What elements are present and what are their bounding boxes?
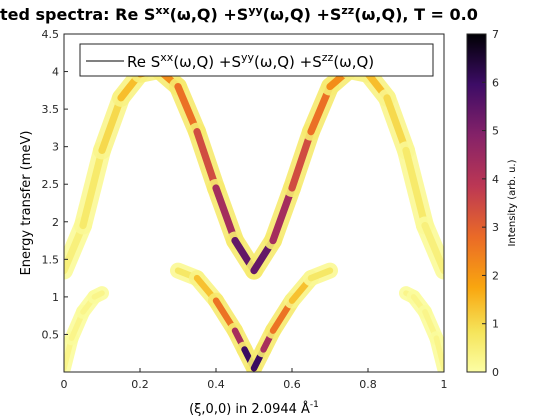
heatmap-core xyxy=(421,221,444,275)
x-tick-label: 0.8 xyxy=(359,378,377,391)
x-axis-label: (ξ,0,0) in 2.0944 Å-1 xyxy=(189,400,319,417)
colorbar-gradient xyxy=(466,33,487,373)
plot-frame xyxy=(63,33,445,373)
colorbar-tick-label: 4 xyxy=(492,173,499,186)
y-axis: 0.5 1 1.5 2 2.5 3 3.5 4 4.5 xyxy=(42,28,68,341)
heatmap-core xyxy=(193,128,220,192)
y-tick-label: 3 xyxy=(52,141,59,154)
heatmap-core xyxy=(91,290,105,300)
colorbar-tick-label: 1 xyxy=(492,318,499,331)
heatmap-core xyxy=(98,94,125,155)
y-tick-label: 2.5 xyxy=(42,178,60,191)
colorbar-tick-label: 0 xyxy=(492,366,499,379)
x-tick-label: 0.6 xyxy=(283,378,301,391)
legend: Re Sxx(ω,Q) +Syy(ω,Q) +Szz(ω,Q) xyxy=(79,43,434,77)
x-tick-label: 0.2 xyxy=(131,378,149,391)
colorbar-tick-label: 7 xyxy=(492,28,499,41)
colorbar-tick-label: 3 xyxy=(492,221,499,234)
heatmap-core xyxy=(383,94,410,155)
x-tick-label: 0.4 xyxy=(207,378,225,391)
heatmap-core xyxy=(307,267,334,282)
colorbar-tick-label: 5 xyxy=(492,125,499,138)
y-tick-label: 0.5 xyxy=(42,328,60,341)
colorbar-tick-label: 2 xyxy=(492,269,499,282)
y-tick-label: 3.5 xyxy=(42,103,60,116)
y-tick-label: 4 xyxy=(52,66,59,79)
y-tick-label: 1 xyxy=(52,291,59,304)
x-axis: 0 0.2 0.4 0.6 0.8 1 xyxy=(61,368,448,391)
heatmap-core xyxy=(79,146,106,230)
x-tick-label: 0 xyxy=(61,378,68,391)
colorbar-tick-label: 6 xyxy=(492,76,499,89)
heatmap-core xyxy=(212,184,239,245)
legend-box xyxy=(79,43,434,77)
heatmap-core xyxy=(288,128,315,192)
heatmap-core xyxy=(433,335,444,372)
x-tick-label: 1 xyxy=(441,378,448,391)
y-axis-label: Energy transfer (meV) xyxy=(19,131,34,276)
y-tick-label: 1.5 xyxy=(42,253,60,266)
heatmap-core xyxy=(269,184,296,245)
colorbar-ticks: 0 1 2 3 4 5 6 7 xyxy=(482,28,499,379)
legend-label: Re Sxx(ω,Q) +Syy(ω,Q) +Szz(ω,Q) xyxy=(127,51,374,71)
y-tick-label: 2 xyxy=(52,216,59,229)
chart-title: ted spectra: Re Sxx(ω,Q) +Syy(ω,Q) +Szz(… xyxy=(0,4,478,24)
heatmap-core xyxy=(402,146,429,230)
colorbar-label: Intensity (arb. u.) xyxy=(507,159,518,246)
y-tick-label: 4.5 xyxy=(42,28,60,41)
colorbar: 0 1 2 3 4 5 6 7 Intensity (arb. u.) xyxy=(466,28,518,379)
